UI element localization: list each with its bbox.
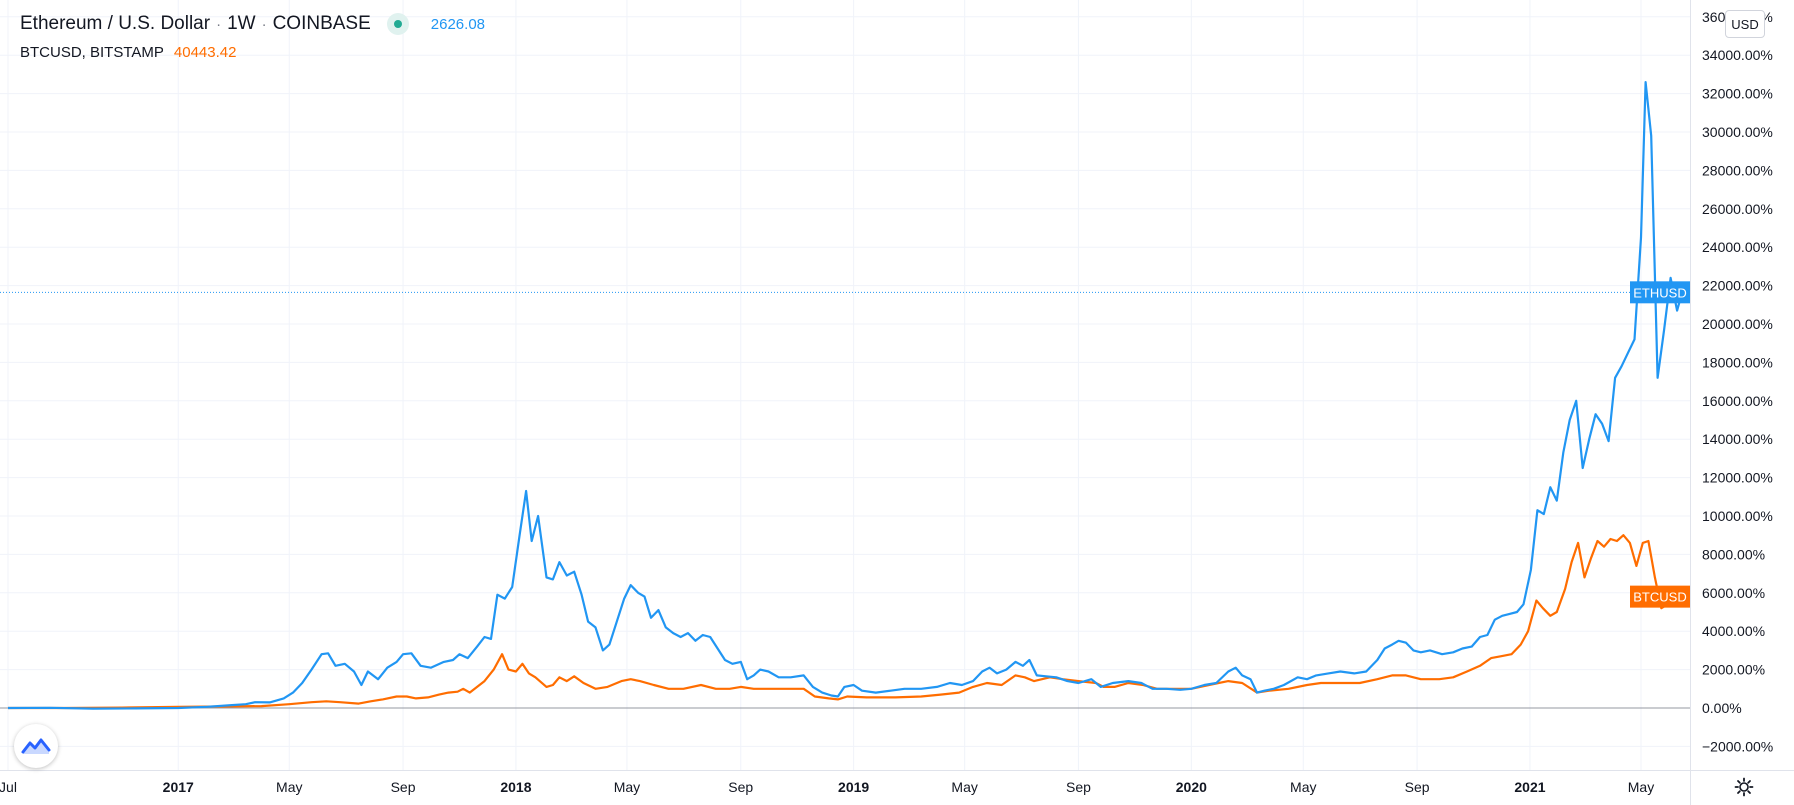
- x-tick-label: 2017: [163, 779, 194, 795]
- grid: [0, 0, 1690, 770]
- y-tick-label: 6000.00%: [1702, 585, 1765, 601]
- x-tick-label: 2018: [500, 779, 531, 795]
- y-tick-label: 32000.00%: [1702, 86, 1773, 102]
- x-tick-label: Jul: [0, 779, 17, 795]
- main-series-legend[interactable]: Ethereum / U.S. Dollar · 1W · COINBASE 2…: [20, 10, 485, 38]
- x-tick-label: Sep: [391, 779, 416, 795]
- compare-series-legend[interactable]: BTCUSD, BITSTAMP 40443.42: [20, 40, 485, 64]
- price-scale-background: [1690, 0, 1794, 805]
- y-tick-label: 4000.00%: [1702, 623, 1765, 639]
- compare-symbol-label[interactable]: BTCUSD, BITSTAMP: [20, 43, 164, 61]
- ethusd-price-label: ETHUSD: [1630, 281, 1690, 304]
- x-tick-label: May: [276, 779, 302, 795]
- y-tick-label: 28000.00%: [1702, 162, 1773, 178]
- price-scale[interactable]: −2000.00% 0.00% 2000.00% 4000.00% 6000.00% 80…: [1690, 0, 1794, 805]
- y-tick-label: −2000.00%: [1702, 738, 1773, 754]
- ethusd-price-label-text: ETHUSD: [1633, 285, 1686, 300]
- currency-unit-button[interactable]: USD: [1725, 10, 1765, 38]
- gear-icon[interactable]: [1733, 776, 1755, 798]
- gear-icon: [1734, 777, 1754, 797]
- y-tick-label: 34000.00%: [1702, 47, 1773, 63]
- y-tick-label: 20000.00%: [1702, 316, 1773, 332]
- x-tick-label: 2021: [1514, 779, 1545, 795]
- live-status-dot-icon: [386, 13, 409, 35]
- x-tick-label: 2020: [1176, 779, 1207, 795]
- y-tick-label: 8000.00%: [1702, 546, 1765, 562]
- y-tick-label: 24000.00%: [1702, 239, 1773, 255]
- x-tick-label: May: [614, 779, 640, 795]
- btcusd-price-label-text: BTCUSD: [1633, 590, 1686, 605]
- eth-last-price: 2626.08: [430, 15, 486, 33]
- legend-separator: ·: [216, 15, 222, 33]
- x-tick-label: Sep: [1066, 779, 1091, 795]
- legend-separator: ·: [261, 15, 267, 33]
- interval-label[interactable]: 1W: [227, 13, 256, 34]
- y-tick-label: 18000.00%: [1702, 354, 1773, 370]
- y-tick-label: 22000.00%: [1702, 278, 1773, 294]
- x-tick-label: 2019: [838, 779, 869, 795]
- y-tick-label: 14000.00%: [1702, 431, 1773, 447]
- y-tick-label: 0.00%: [1702, 700, 1742, 716]
- chart-legend: Ethereum / U.S. Dollar · 1W · COINBASE 2…: [20, 10, 485, 64]
- tradingview-logo-icon[interactable]: [14, 724, 58, 768]
- x-tick-label: May: [1290, 779, 1316, 795]
- ethusd-series-line[interactable]: [7, 81, 1690, 710]
- x-tick-label: May: [1628, 779, 1654, 795]
- exchange-label: COINBASE: [272, 13, 371, 34]
- btc-last-price: 40443.42: [173, 43, 237, 61]
- series-last-value-labels: ETHUSD BTCUSD: [1630, 281, 1690, 608]
- tradingview-logo-icon: [21, 738, 51, 754]
- plot-area: [0, 81, 1690, 710]
- btcusd-price-label: BTCUSD: [1630, 585, 1690, 608]
- y-tick-label: 16000.00%: [1702, 393, 1773, 409]
- y-tick-label: 26000.00%: [1702, 201, 1773, 217]
- y-tick-label: 30000.00%: [1702, 124, 1773, 140]
- btcusd-series-line[interactable]: [8, 534, 1688, 710]
- y-tick-label: 10000.00%: [1702, 508, 1773, 524]
- x-tick-label: May: [951, 779, 977, 795]
- time-scale[interactable]: Jul 2017 May Sep 2018 May Sep 2019 May Sep 2020 May…: [0, 770, 1794, 796]
- y-tick-label: 2000.00%: [1702, 662, 1765, 678]
- symbol-title[interactable]: Ethereum / U.S. Dollar: [20, 13, 211, 34]
- x-tick-label: Sep: [728, 779, 753, 795]
- y-tick-label: 12000.00%: [1702, 470, 1773, 486]
- x-tick-label: Sep: [1405, 779, 1430, 795]
